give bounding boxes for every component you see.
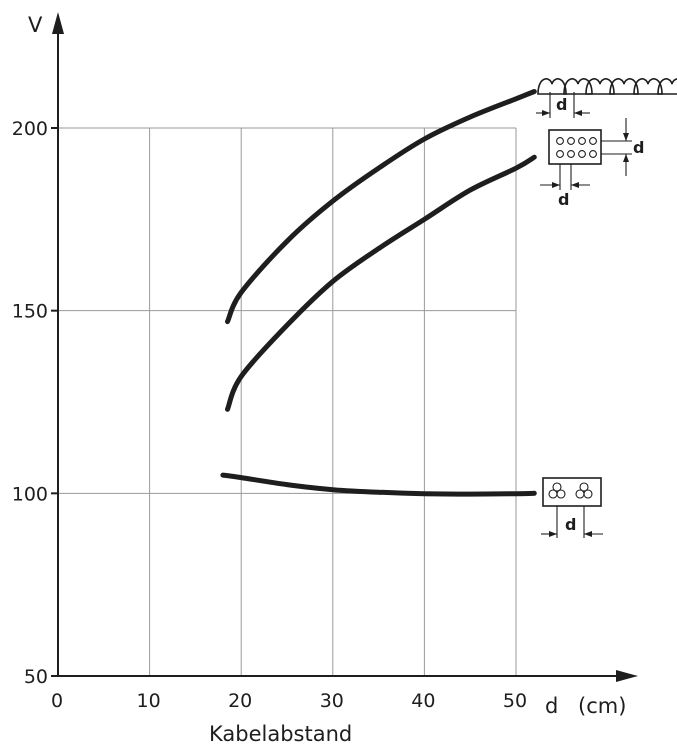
axes [52, 12, 638, 682]
x-axis-arrow-icon [616, 670, 638, 682]
spacing-label-series-2-vertical: d [633, 138, 644, 157]
y-tick-labels: 50 100 150 200 [12, 118, 58, 688]
x-tick-label: 0 [51, 690, 63, 712]
spacing-label-series-3: d [565, 515, 576, 534]
x-tick-label: 20 [228, 690, 252, 712]
x-tick-label: 50 [503, 690, 527, 712]
eight-cables-two-rows-icon [540, 118, 632, 190]
y-axis-arrow-icon [52, 12, 64, 34]
x-tick-label: 30 [320, 690, 344, 712]
series-line-3 [220, 472, 537, 497]
x-tick-label: 40 [411, 690, 435, 712]
y-tick-label: 150 [12, 301, 48, 323]
x-tick-label: 10 [137, 690, 161, 712]
spacing-label-series-1: d [556, 95, 567, 114]
y-tick-label: 50 [24, 666, 48, 688]
y-axis-label: V [28, 13, 43, 37]
series-lines [220, 89, 537, 497]
series-line-2 [225, 154, 537, 412]
grid [58, 127, 517, 676]
x-tick-labels: 0 10 20 30 40 50 [51, 690, 527, 712]
two-triplex-bundles-icon [541, 477, 603, 538]
y-tick-label: 100 [12, 483, 48, 505]
y-tick-label: 200 [12, 118, 48, 140]
x-axis-symbol: d [545, 694, 558, 718]
x-axis-unit: (cm) [578, 694, 626, 718]
six-single-core-cables-icon [536, 78, 677, 118]
x-axis-title: Kabelabstand [209, 722, 352, 745]
spacing-label-series-2: d [558, 190, 569, 209]
series-line-1 [225, 89, 537, 325]
